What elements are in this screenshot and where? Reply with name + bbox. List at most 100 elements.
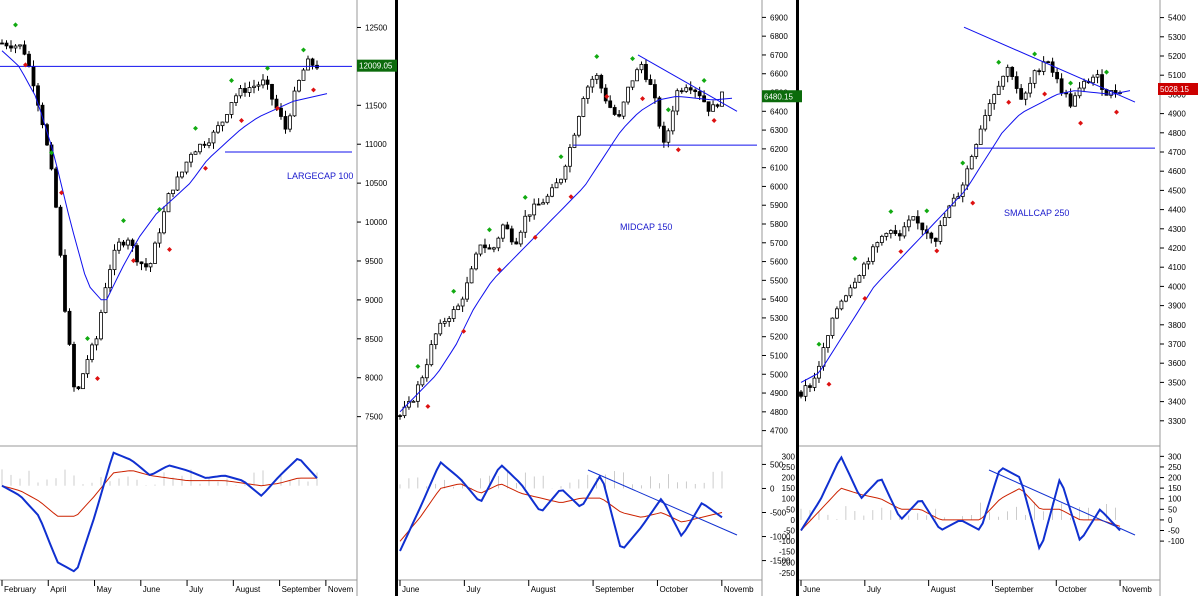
candle-body <box>1113 90 1118 94</box>
macd-tick-label-midcap-3: -1000 <box>770 533 791 542</box>
candle-body <box>175 176 180 191</box>
candle-body <box>451 309 456 319</box>
candle-body <box>478 244 483 255</box>
price-tick-label-smallcap-1: 5300 <box>1168 33 1186 42</box>
price-tick-label-largecap-4: 10500 <box>365 179 388 188</box>
candle-body <box>684 87 689 92</box>
candle-body <box>906 219 911 228</box>
trough-marker <box>496 267 502 273</box>
price-tick-label-midcap-7: 6200 <box>770 145 788 154</box>
candle-body <box>130 239 135 246</box>
candle-body <box>635 69 639 82</box>
candle-body <box>81 373 85 390</box>
candle-body <box>180 171 184 178</box>
price-tick-label-smallcap-0: 5400 <box>1168 14 1186 23</box>
candle-body <box>270 83 274 100</box>
macd-line-midcap <box>399 460 723 552</box>
moving-average-line-midcap <box>399 95 733 413</box>
candle-body <box>283 116 288 130</box>
candle-body <box>265 79 270 85</box>
trendline-midcap <box>637 54 738 112</box>
candle-body <box>67 310 72 345</box>
candle-body <box>126 239 130 246</box>
macd-trendline-midcap <box>587 469 738 536</box>
candle-body <box>617 114 622 117</box>
peak-marker <box>701 78 707 83</box>
trough-marker <box>675 147 681 153</box>
candle-body <box>697 91 702 97</box>
candle-body <box>1005 66 1010 77</box>
candle-body <box>216 125 220 133</box>
candle-body <box>965 168 970 186</box>
peak-marker <box>558 154 564 160</box>
candle-body <box>297 80 301 92</box>
candle-body <box>0 42 4 45</box>
price-tick-label-largecap-7: 9000 <box>365 296 383 305</box>
candle-body <box>1073 95 1077 107</box>
candle-body <box>670 110 675 132</box>
peak-marker <box>1032 51 1038 57</box>
trough-marker <box>934 248 940 254</box>
price-tick-label-midcap-20: 4900 <box>770 389 788 398</box>
candle-body <box>22 44 27 55</box>
candle-body <box>875 242 880 248</box>
month-label-largecap-1: April <box>50 585 66 594</box>
candle-body <box>112 249 117 271</box>
price-tick-label-midcap-13: 5600 <box>770 258 788 267</box>
candle-body <box>411 400 416 403</box>
price-tick-label-midcap-6: 6300 <box>770 126 788 135</box>
candle-body <box>420 377 425 386</box>
candle-body <box>139 261 144 265</box>
trough-marker <box>568 194 574 200</box>
candle-body <box>1037 70 1042 73</box>
price-tick-label-largecap-0: 12500 <box>365 23 388 32</box>
candle-body <box>1001 75 1006 87</box>
macd-left-tick-label-4: 100 <box>782 495 796 504</box>
candle-body <box>1068 93 1073 107</box>
trough-marker <box>59 190 64 196</box>
candle-body <box>626 86 630 103</box>
candle-body <box>803 385 808 397</box>
peak-marker <box>265 65 270 71</box>
candle-body <box>500 224 505 239</box>
peak-marker <box>85 335 90 341</box>
peak-marker <box>888 209 894 215</box>
month-label-largecap-2: May <box>97 585 112 594</box>
candle-body <box>99 312 103 340</box>
candle-body <box>888 230 893 234</box>
candle-body <box>135 245 139 263</box>
candle-body <box>429 344 434 366</box>
month-label-smallcap-0: June <box>803 585 821 594</box>
macd-left-tick-label-11: -250 <box>779 569 796 578</box>
month-label-largecap-7: Novem <box>328 585 354 594</box>
candle-body <box>572 134 577 148</box>
candle-body <box>184 161 189 173</box>
candle-body <box>996 85 1001 95</box>
price-tick-label-midcap-18: 5100 <box>770 351 788 360</box>
macd-left-tick-label-3: 150 <box>782 484 796 493</box>
candle-body <box>644 63 648 80</box>
peak-marker <box>121 218 126 224</box>
candle-body <box>243 88 247 93</box>
chart-label-midcap: MIDCAP 150 <box>620 222 672 232</box>
candle-body <box>234 95 238 103</box>
candle-body <box>612 107 617 115</box>
peak-marker <box>49 150 54 156</box>
candle-body <box>202 143 207 146</box>
peak-marker <box>1068 80 1074 86</box>
macd-left-tick-label-2: 200 <box>782 474 796 483</box>
candle-body <box>492 247 496 250</box>
candle-body <box>599 74 604 89</box>
candle-body <box>252 85 256 88</box>
price-tick-label-largecap-10: 7500 <box>365 413 383 422</box>
candle-body <box>460 298 465 307</box>
candle-body <box>675 90 680 112</box>
macd-tick-label-smallcap-2: 200 <box>1168 474 1182 483</box>
candle-body <box>693 89 698 92</box>
macd-left-tick-label-0: 300 <box>782 452 796 461</box>
candle-body <box>715 104 720 107</box>
trough-marker <box>461 328 467 334</box>
price-tick-label-smallcap-11: 4300 <box>1168 225 1186 234</box>
peak-marker <box>816 341 822 347</box>
